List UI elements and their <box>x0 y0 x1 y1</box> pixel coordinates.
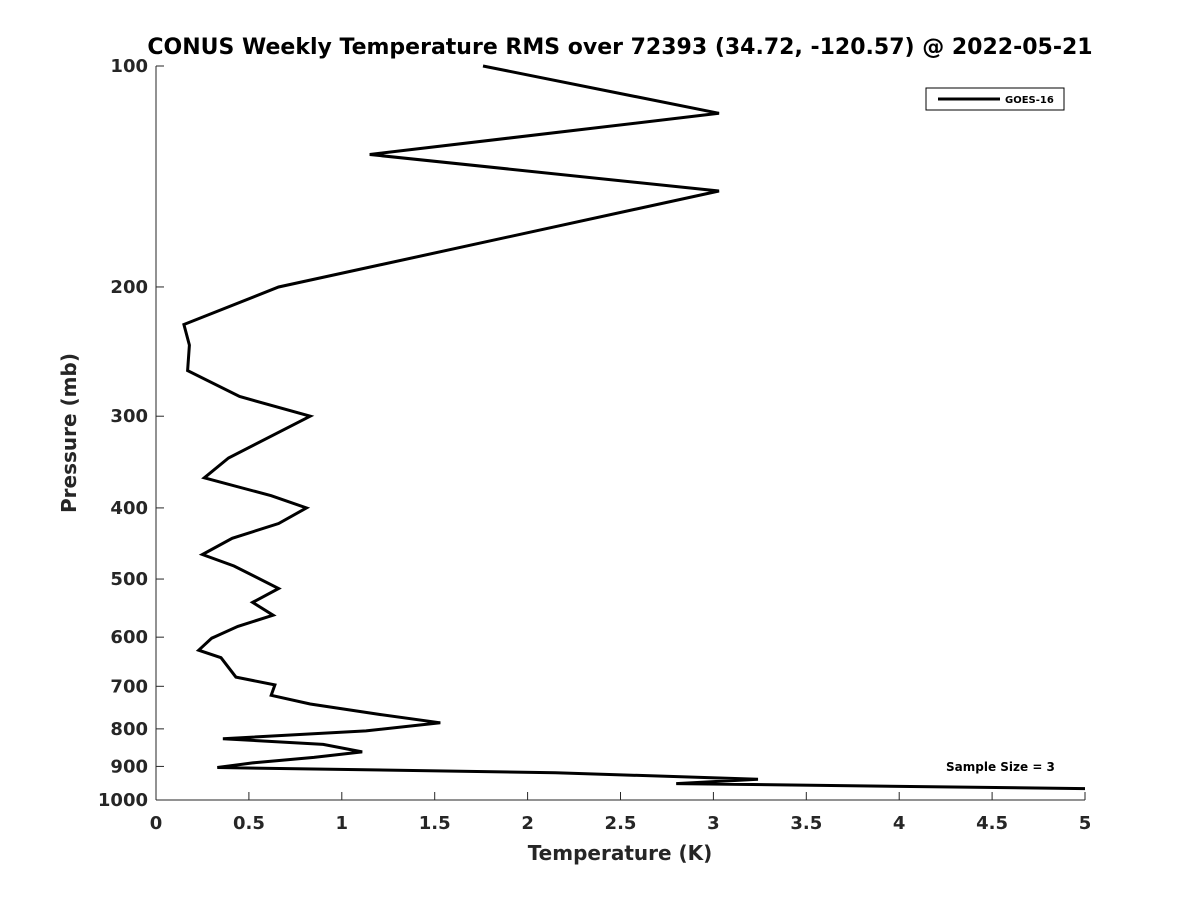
y-tick-label: 600 <box>110 627 148 648</box>
legend: GOES-16 <box>925 87 1065 111</box>
x-tick-label: 2.5 <box>605 813 637 834</box>
series-line-goes-16 <box>182 64 1086 791</box>
x-tick-label: 4 <box>893 813 906 834</box>
legend-label-goes-16: GOES-16 <box>1005 95 1054 106</box>
y-axis-title: Pressure (mb) <box>57 353 81 513</box>
y-tick-label: 800 <box>110 719 148 740</box>
x-tick-label: 3 <box>707 813 720 834</box>
y-tick-label: 200 <box>110 277 148 298</box>
x-tick-label: 4.5 <box>976 813 1008 834</box>
chart-title: CONUS Weekly Temperature RMS over 72393 … <box>147 35 1092 60</box>
y-tick-label: 100 <box>110 56 148 77</box>
series-layer <box>182 64 1086 791</box>
plot-area <box>155 66 1085 801</box>
y-tick-label: 300 <box>110 406 148 427</box>
y-tick-label: 1000 <box>98 790 148 811</box>
y-ticks: 100 200 300 400 500 600 700 800 900 1000 <box>98 56 164 811</box>
x-tick-label: 2 <box>521 813 534 834</box>
y-tick-label: 700 <box>110 676 148 697</box>
x-tick-label: 5 <box>1079 813 1092 834</box>
x-tick-label: 1 <box>336 813 349 834</box>
y-tick-label: 400 <box>110 498 148 519</box>
x-tick-label: 3.5 <box>790 813 822 834</box>
x-ticks: 0 0.5 1 1.5 2 2.5 3 3.5 4 4.5 5 <box>150 792 1092 834</box>
y-tick-label: 900 <box>110 756 148 777</box>
x-axis-title: Temperature (K) <box>528 841 713 865</box>
y-tick-label: 500 <box>110 569 148 590</box>
x-tick-label: 0 <box>150 813 163 834</box>
x-tick-label: 0.5 <box>233 813 265 834</box>
sample-size-annotation: Sample Size = 3 <box>946 760 1055 774</box>
x-tick-label: 1.5 <box>419 813 451 834</box>
